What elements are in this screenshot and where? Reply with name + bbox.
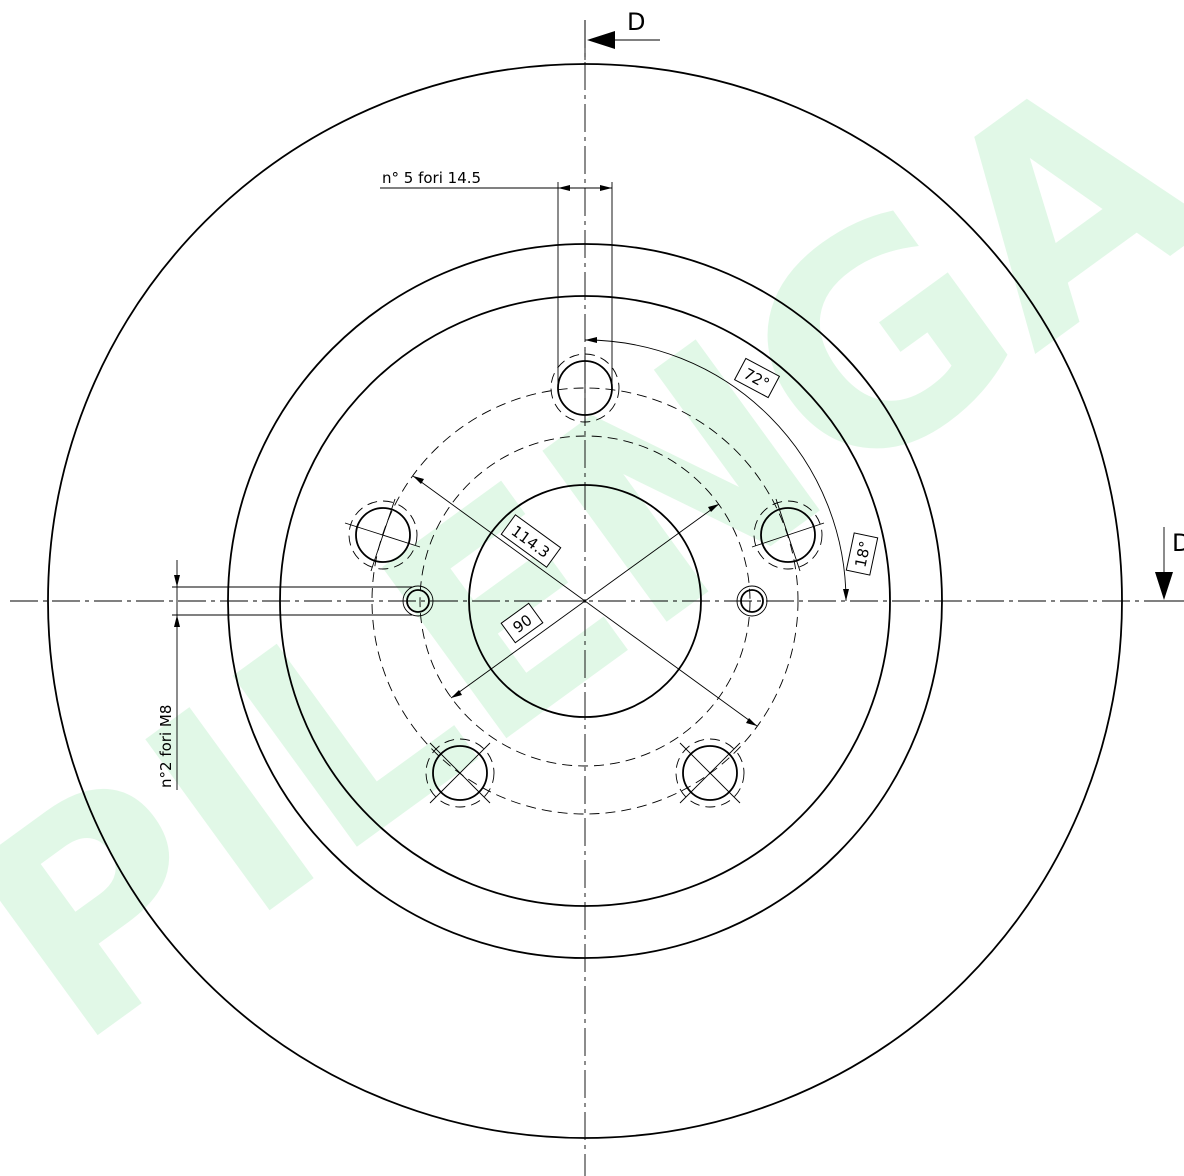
angle-dimension: 72° 18° <box>584 337 879 602</box>
threaded-hole-dimension: n°2 fori M8 <box>157 560 412 790</box>
section-marker-top: D <box>584 8 660 60</box>
section-arrow-down-icon <box>1155 572 1173 600</box>
bolt-hole <box>751 498 825 572</box>
section-arrow-left-icon <box>587 31 615 49</box>
bolt-circle-pcd <box>371 387 799 815</box>
outer-disc-edge <box>47 63 1123 1139</box>
hat-outer-edge <box>279 295 891 907</box>
threaded-hole-label: n°2 fori M8 <box>157 705 175 788</box>
section-label-right: D <box>1172 529 1184 557</box>
watermark: PILENGA <box>0 5 1184 1107</box>
section-marker-right: D <box>1144 527 1184 602</box>
section-label-top: D <box>627 8 645 36</box>
bolt-hole <box>425 738 495 808</box>
bolt-hole-label: n° 5 fori 14.5 <box>382 169 481 187</box>
watermark-text: PILENGA <box>0 5 1184 1107</box>
center-bore <box>468 484 702 718</box>
bolt-hole <box>344 498 421 572</box>
bolt-hole-dimension: n° 5 fori 14.5 <box>380 169 613 388</box>
bolt-holes <box>344 350 825 808</box>
hub-diameter-circle <box>419 435 751 767</box>
bolt-hole <box>675 738 745 808</box>
braking-ring-inner-edge <box>227 243 943 959</box>
threaded-holes <box>402 585 768 617</box>
angle-18-label: 18° <box>851 539 874 569</box>
hub-diameter-dimension: 90 <box>450 503 720 699</box>
